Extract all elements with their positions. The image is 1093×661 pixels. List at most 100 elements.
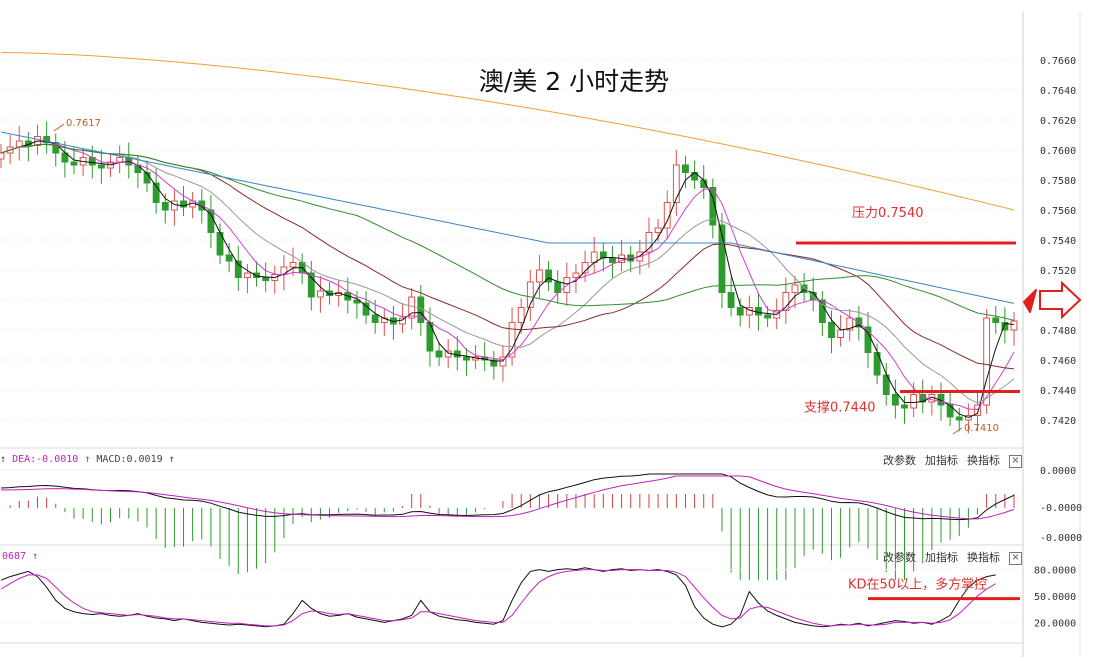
candle-body	[736, 307, 744, 316]
price-tick-label: 0.7560	[1040, 206, 1076, 217]
candle-body	[453, 350, 461, 358]
candle-body	[983, 317, 991, 406]
candle-body	[755, 307, 762, 316]
candle-body	[791, 284, 799, 293]
breakout-up-arrow-icon	[1023, 289, 1037, 313]
kd-d-line	[0, 569, 996, 627]
high-pointer-line	[53, 123, 65, 132]
candle-body	[170, 200, 178, 211]
macd-value-label: MACD:0.0019	[96, 454, 163, 465]
candle-body	[526, 281, 534, 308]
macd-value-arrow-icon: ↑	[168, 454, 175, 465]
low-pointer-line	[952, 427, 963, 435]
candle-body	[180, 200, 187, 208]
ma-12-line	[0, 143, 1015, 404]
candle-body	[280, 266, 288, 275]
candle-body	[709, 187, 717, 226]
kd-add-indicator-button[interactable]: 加指标	[925, 551, 958, 564]
candle-body	[891, 394, 899, 406]
macd-dea-line	[0, 475, 1015, 520]
macd-dif-line	[0, 473, 1015, 521]
macd-legend: ↑ DEA:-0.0010 ↑ MACD:0.0019 ↑	[0, 454, 175, 465]
candle-body	[253, 272, 260, 278]
candle-body	[645, 232, 653, 253]
macd-edit-params-button[interactable]: 改参数	[883, 454, 916, 467]
candle-body	[408, 296, 416, 319]
macd-tick-label: -0.0000	[1040, 533, 1082, 544]
candle-body	[52, 142, 60, 154]
kd-tick-label: 20.0000	[1034, 618, 1076, 629]
candle-body	[152, 182, 160, 203]
macd-add-indicator-button[interactable]: 加指标	[925, 454, 958, 467]
candle-body	[316, 290, 324, 298]
low-label: 0.7410	[964, 423, 999, 434]
price-tick-label: 0.7420	[1040, 416, 1076, 427]
kd-tick-label: 80.0000	[1034, 566, 1076, 577]
high-label: 0.7617	[66, 118, 101, 129]
candle-body	[718, 224, 726, 293]
candle-body	[992, 317, 1000, 323]
ma-long-blue-line	[0, 131, 1015, 304]
kd-annotation: KD在50以上，多方掌控	[848, 577, 987, 593]
macd-dea-label: DEA:-0.0010	[12, 454, 79, 465]
macd-switch-indicator-button[interactable]: 换指标	[967, 454, 1000, 467]
candle-body	[435, 350, 443, 358]
kd-toolbar: 改参数 加指标 换指标 ×	[883, 549, 1031, 565]
candle-body	[727, 292, 735, 308]
kd-close-icon[interactable]: ×	[1009, 551, 1022, 565]
candle-body	[517, 307, 525, 323]
ma-22-line	[0, 143, 1015, 370]
macd-toolbar: 改参数 加指标 换指标 ×	[883, 452, 1031, 468]
candle-body	[910, 394, 918, 409]
candle-body	[654, 227, 662, 233]
candle-body	[207, 209, 215, 233]
price-tick-label: 0.7540	[1040, 236, 1076, 247]
candle-body	[326, 290, 333, 296]
kd-edit-params-button[interactable]: 改参数	[883, 551, 916, 564]
ma-3-line	[0, 140, 1015, 419]
candle-body	[846, 317, 854, 331]
candle-body	[289, 262, 297, 268]
price-tick-label: 0.7620	[1040, 116, 1076, 127]
candle-body	[444, 350, 452, 358]
candle-body	[837, 329, 845, 338]
candle-body	[399, 317, 406, 325]
candle-body	[828, 322, 835, 338]
candle-body	[536, 269, 543, 283]
price-tick-label: 0.7440	[1040, 386, 1076, 397]
ma-6-line	[0, 143, 1015, 411]
chart-title: 澳/美 2 小时走势	[479, 67, 669, 96]
candle-body	[672, 164, 680, 203]
candle-body	[663, 202, 671, 229]
breakout-right-arrow-icon	[1039, 280, 1082, 320]
kd-tick-label: 50.0000	[1034, 592, 1076, 603]
ma-long-orange-line	[0, 52, 1015, 211]
candle-body	[371, 314, 379, 323]
candle-body	[901, 404, 908, 409]
kd-arrow-icon: ↑	[32, 551, 39, 562]
price-tick-label: 0.7640	[1040, 86, 1076, 97]
resistance-label: 压力0.7540	[852, 206, 924, 221]
candle-body	[545, 269, 552, 283]
candle-body	[508, 322, 516, 358]
candle-body	[70, 161, 78, 166]
price-tick-label: 0.7600	[1040, 146, 1076, 157]
macd-close-icon[interactable]: ×	[1009, 454, 1022, 468]
candle-body	[782, 292, 790, 311]
candle-body	[490, 359, 498, 367]
candle-body	[1001, 322, 1009, 331]
kd-legend: 0687 ↑	[2, 551, 38, 562]
candle-body	[864, 326, 872, 353]
support-label: 支撑0.7440	[804, 401, 876, 416]
macd-tick-label: -0.0000	[1040, 503, 1082, 514]
macd-dea-arrow-icon: ↑	[84, 454, 91, 465]
macd-tick-label: 0.0000	[1040, 466, 1076, 477]
kd-switch-indicator-button[interactable]: 换指标	[967, 551, 1000, 564]
candle-body	[919, 394, 927, 403]
candle-body	[764, 314, 772, 319]
candle-body	[225, 254, 233, 262]
kd-k-line	[0, 567, 996, 628]
ma-40-line	[0, 143, 1015, 321]
